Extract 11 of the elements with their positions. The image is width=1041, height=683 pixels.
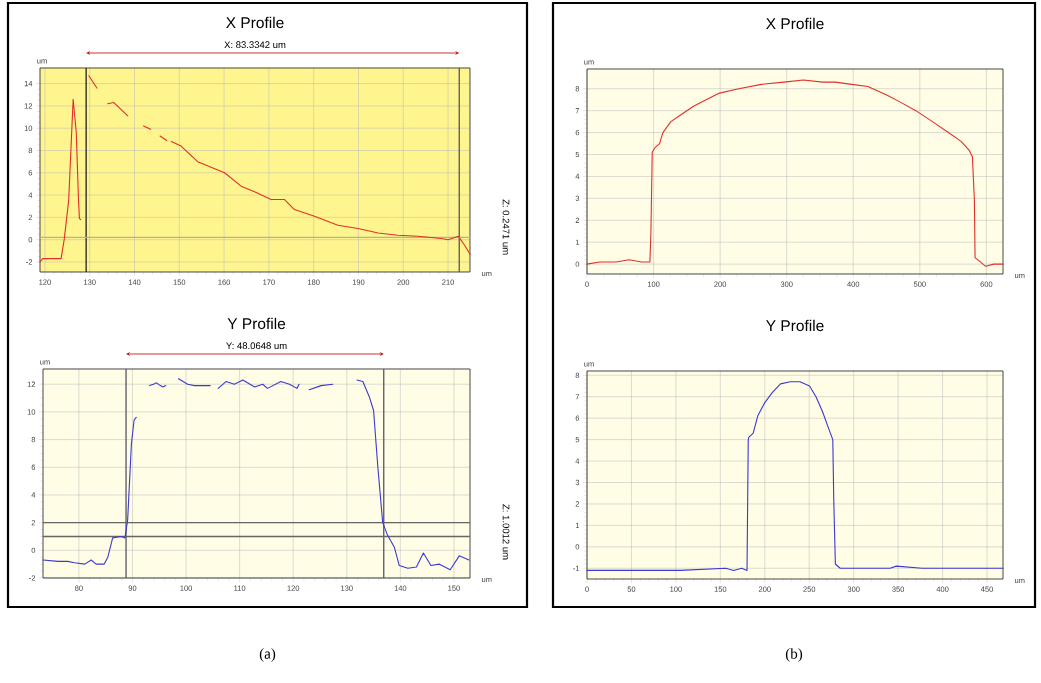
- chart-title: X Profile: [766, 17, 824, 30]
- chart-title: Y Profile: [227, 317, 286, 330]
- chart-title: Y Profile: [766, 319, 824, 332]
- text: Z: 1.0012 um: [502, 504, 510, 560]
- text: (a): [259, 648, 276, 662]
- line-series: [586, 79, 1004, 267]
- text: (b): [785, 648, 803, 662]
- text: Y: 48.0648 um: [226, 342, 287, 350]
- text: X: 83.3342 um: [224, 41, 286, 49]
- chart-title: X Profile: [226, 16, 284, 29]
- text: Z: 0.2471 um: [502, 199, 510, 255]
